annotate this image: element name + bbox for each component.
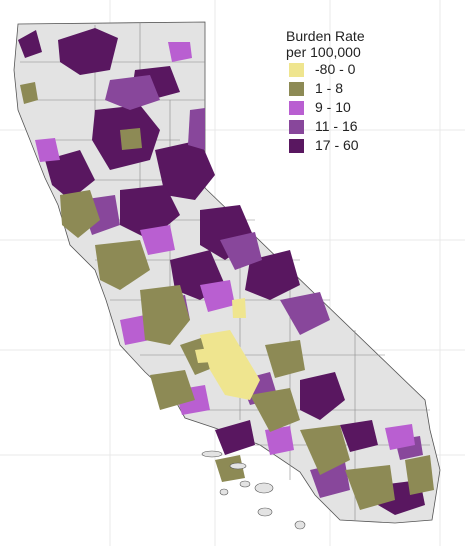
tract-fill-layer xyxy=(18,28,434,515)
legend-subtitle: per 100,000 xyxy=(286,44,361,60)
legend-swatch xyxy=(289,82,304,96)
legend-item: 17 - 60 xyxy=(286,136,456,155)
legend-label: 11 - 16 xyxy=(315,118,358,134)
channel-islands xyxy=(201,450,306,530)
legend-swatch xyxy=(289,139,304,153)
legend-swatch xyxy=(289,63,304,77)
legend-title: Burden Rate xyxy=(286,28,365,44)
legend-item: 11 - 16 xyxy=(286,117,456,136)
legend-item: 9 - 10 xyxy=(286,98,456,117)
legend-label: 9 - 10 xyxy=(315,99,351,115)
legend-swatch xyxy=(289,101,304,115)
legend-label: -80 - 0 xyxy=(315,61,356,77)
map-legend: Burden Rate per 100,000 -80 - 0 1 - 8 9 … xyxy=(286,28,456,155)
legend-swatch xyxy=(289,120,304,134)
tracts-neg80-0 xyxy=(195,298,260,400)
legend-item: -80 - 0 xyxy=(286,60,456,79)
legend-label: 1 - 8 xyxy=(315,80,344,96)
legend-label: 17 - 60 xyxy=(315,137,359,153)
legend-item: 1 - 8 xyxy=(286,79,456,98)
